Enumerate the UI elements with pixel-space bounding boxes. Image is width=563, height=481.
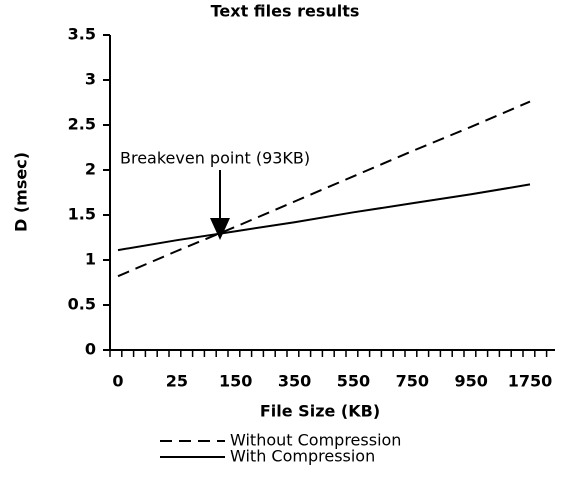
y-tick-label: 1: [85, 250, 96, 269]
series-line: [117, 100, 531, 278]
x-tick-label: 950: [454, 372, 487, 391]
x-tick-label: 25: [166, 372, 188, 391]
x-tick-label: 1750: [508, 372, 553, 391]
x-tick-label: 150: [219, 372, 252, 391]
legend-label: With Compression: [230, 447, 375, 466]
legend-label: Without Compression: [230, 431, 401, 450]
x-tick-label: 550: [337, 372, 370, 391]
y-tick-label: 0: [85, 340, 96, 359]
x-tick-label: 750: [396, 372, 429, 391]
y-tick-label: 3: [85, 70, 96, 89]
y-axis-label: D (msec): [12, 152, 31, 232]
annotation: Breakeven point (93KB): [120, 149, 310, 168]
x-tick-label: 0: [112, 372, 123, 391]
x-axis-label: File Size (KB): [260, 402, 380, 421]
y-tick-label: 3.5: [68, 25, 96, 44]
y-tick-label: 2: [85, 160, 96, 179]
series-line: [117, 183, 531, 252]
x-tick-label: 350: [278, 372, 311, 391]
y-tick-label: 2.5: [68, 115, 96, 134]
annotation-arrowhead: [210, 218, 230, 240]
y-tick-label: 0.5: [68, 295, 96, 314]
chart-title: Text files results: [211, 2, 360, 21]
y-tick-label: 1.5: [68, 205, 96, 224]
